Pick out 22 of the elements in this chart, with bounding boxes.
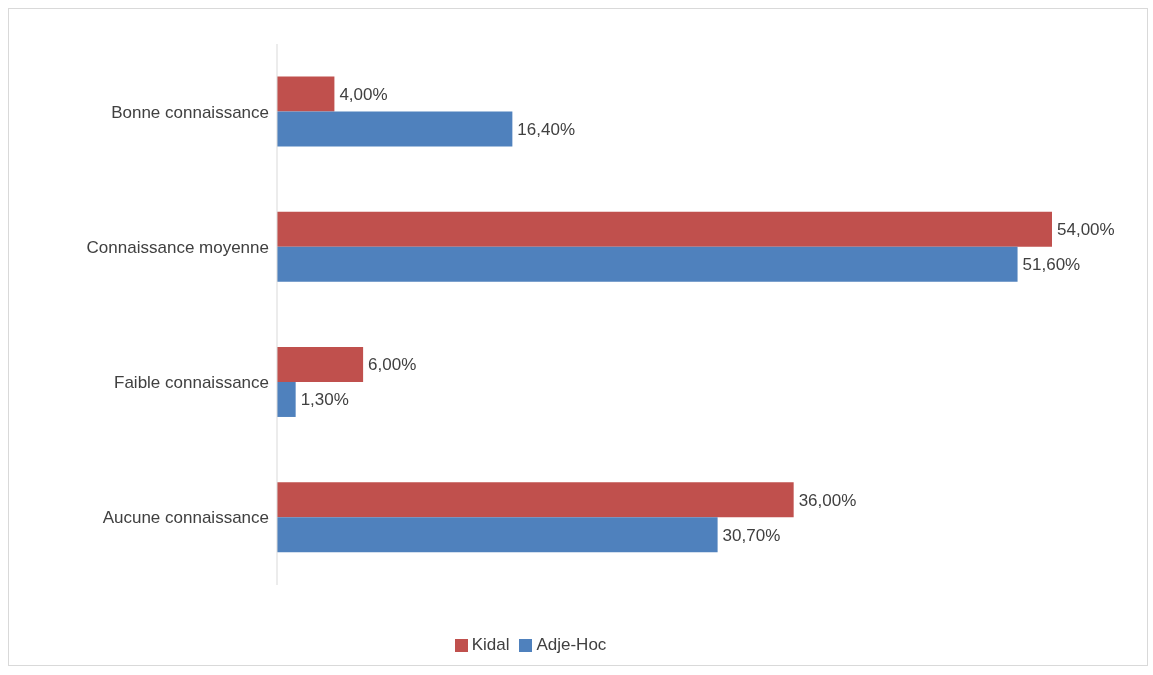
legend-label: Adje-Hoc [536, 635, 607, 654]
bar [277, 246, 1018, 282]
y-tick-label: Bonne connaissance [111, 102, 269, 122]
bar [277, 211, 1052, 247]
data-label: 6,00% [368, 355, 417, 375]
y-tick-label: Aucune connaissance [102, 508, 269, 528]
data-label: 36,00% [798, 490, 857, 510]
bar [277, 517, 718, 553]
bar [277, 346, 364, 382]
legend-label: Kidal [471, 635, 510, 654]
data-label: 1,30% [300, 390, 349, 410]
bar [277, 482, 794, 518]
bar [277, 111, 513, 147]
data-label: 16,40% [517, 119, 576, 139]
data-label: 4,00% [339, 84, 388, 104]
bar [277, 76, 335, 112]
bar [277, 381, 296, 417]
y-tick-label: Connaissance moyenne [86, 237, 269, 257]
data-label: 51,60% [1022, 255, 1081, 275]
y-tick-label: Faible connaissance [114, 373, 269, 393]
data-label: 30,70% [722, 525, 781, 545]
data-label: 54,00% [1057, 220, 1115, 240]
